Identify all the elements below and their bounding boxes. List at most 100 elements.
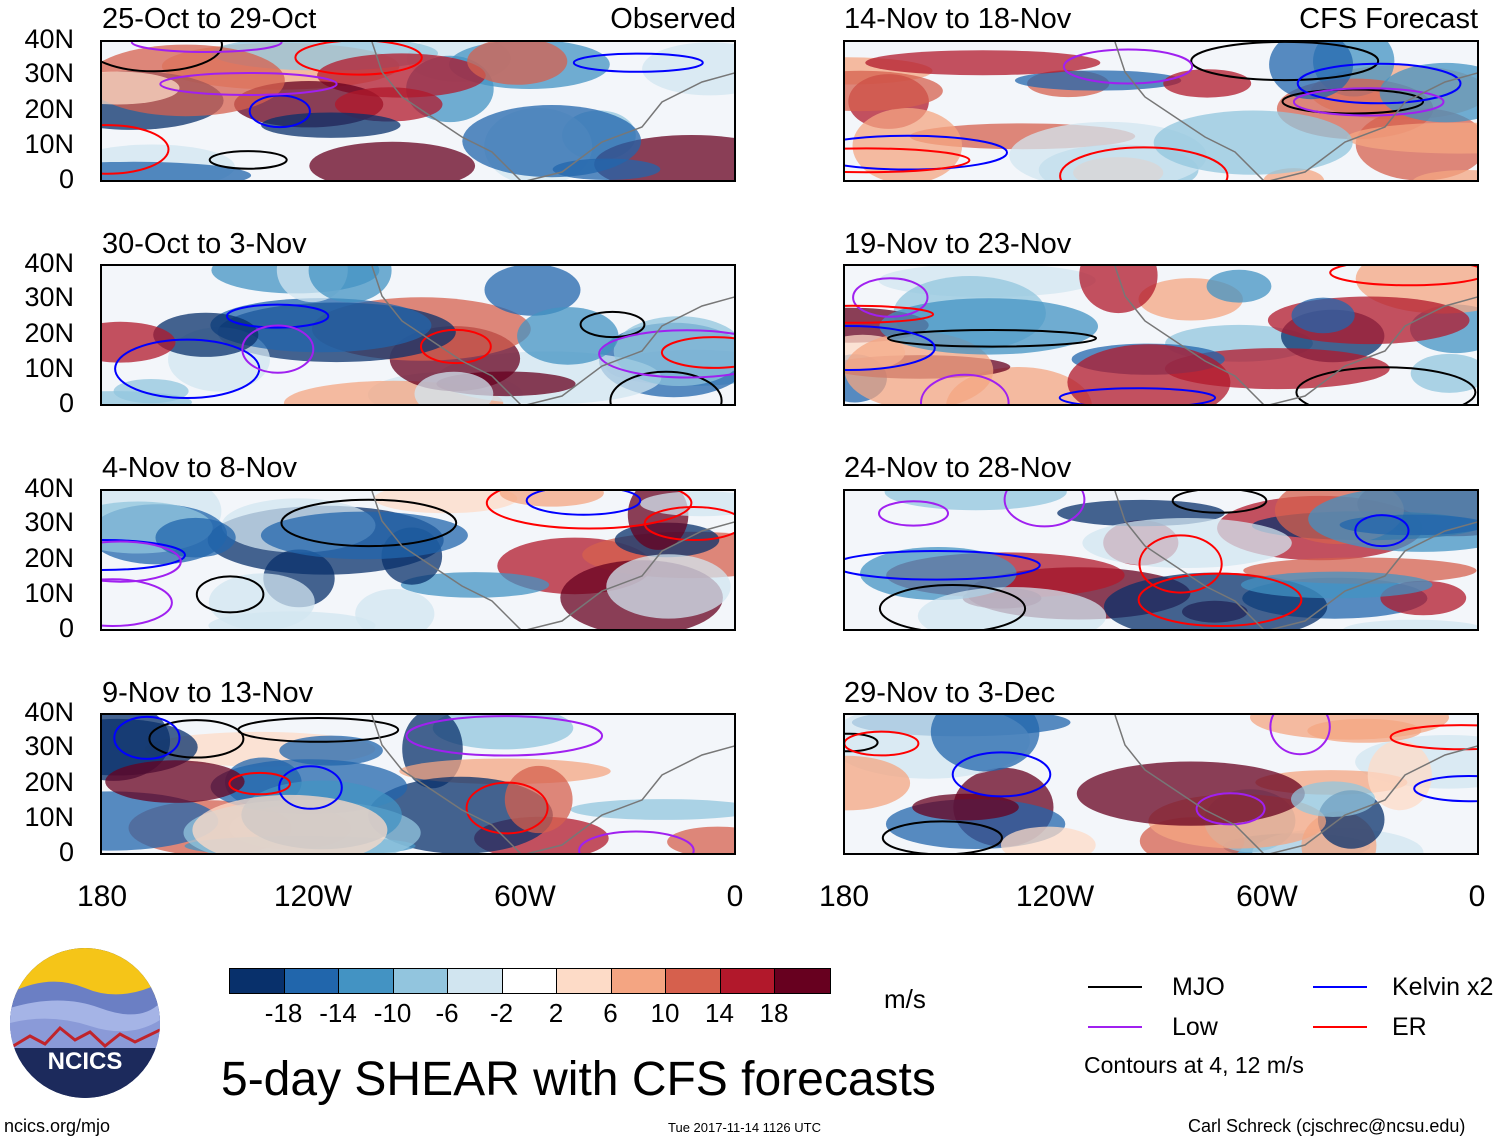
footer-timestamp: Tue 2017-11-14 1126 UTC — [668, 1120, 821, 1135]
contour-line — [195, 575, 265, 614]
shear-blob — [879, 298, 1098, 355]
coastline — [371, 491, 734, 629]
shear-blob — [1339, 514, 1477, 536]
contour-line — [1138, 534, 1223, 594]
legend-kelvin-label: Kelvin x2 — [1392, 973, 1494, 1001]
map-panel-right-1 — [843, 40, 1479, 182]
contour-line — [1190, 42, 1380, 82]
panel-title-right-1: 14-Nov to 18-Nov — [844, 3, 1072, 35]
contour-line — [102, 540, 182, 583]
legend-er-line — [1313, 1026, 1367, 1028]
shear-blob — [105, 760, 245, 803]
contour-line — [102, 42, 223, 73]
contour-line — [208, 150, 288, 170]
shear-blob — [606, 554, 731, 619]
lat-label: 20N — [24, 318, 74, 348]
shear-blob — [155, 517, 236, 558]
shear-blob — [845, 70, 943, 112]
map-panel-right-4 — [843, 713, 1479, 855]
contour-line — [1137, 572, 1303, 628]
lat-label: 0 — [58, 837, 74, 867]
lat-label: 40N — [24, 473, 74, 503]
colorbar-swatch — [720, 969, 775, 993]
contour-line — [579, 310, 646, 339]
contour-line — [887, 329, 1097, 348]
shear-blob — [865, 50, 1101, 76]
lat-label: 20N — [24, 94, 74, 124]
shear-blob — [504, 765, 573, 834]
lon-label-60w-left: 60W — [494, 880, 556, 913]
map-panel-right-3 — [843, 489, 1479, 631]
map-panel-left-1 — [100, 40, 736, 182]
contour-line — [660, 336, 734, 369]
shear-blob — [499, 491, 604, 507]
figure-title: 5-day SHEAR with CFS forecasts — [221, 1053, 936, 1106]
shear-blob — [1079, 266, 1158, 314]
coastline — [371, 715, 734, 853]
map-panel-left-2 — [100, 264, 736, 406]
shear-field — [102, 42, 734, 180]
shear-blob — [1000, 826, 1096, 853]
contour-line — [1354, 514, 1410, 548]
contour-line — [1195, 792, 1266, 826]
contour-line — [1292, 87, 1445, 117]
shear-field — [102, 491, 734, 629]
contour-line — [578, 830, 695, 853]
contour-line — [1413, 775, 1477, 803]
colorbar-tick-label: 18 — [759, 998, 789, 1028]
shear-blob — [1379, 62, 1477, 123]
shear-blob — [667, 826, 734, 853]
legend-er-label: ER — [1392, 1013, 1427, 1041]
shear-blob — [355, 589, 435, 629]
lat-label: 30N — [24, 731, 74, 761]
contour-line — [1269, 715, 1331, 756]
colorbar-swatch — [448, 969, 503, 993]
shear-blob — [1413, 170, 1477, 180]
contour-line — [130, 42, 283, 53]
shear-blob — [102, 321, 176, 363]
forecast-label: CFS Forecast — [1299, 3, 1478, 35]
colorbar-swatch — [339, 969, 394, 993]
shear-blob — [208, 573, 315, 629]
lat-label: 0 — [58, 164, 74, 194]
shear-blob — [1082, 518, 1292, 568]
shear-blob — [467, 42, 568, 85]
contour-line — [572, 52, 704, 73]
contour-line — [1296, 62, 1462, 105]
panel-title-left-1: 25-Oct to 29-Oct — [102, 3, 317, 35]
contour-line — [280, 498, 458, 548]
panel-title-right-2: 19-Nov to 23-Nov — [844, 228, 1072, 260]
lon-label-180-right: 180 — [818, 880, 870, 913]
panel-title-right-4: 29-Nov to 3-Dec — [844, 677, 1056, 709]
colorbar-swatch — [230, 969, 285, 993]
colorbar-swatch — [557, 969, 612, 993]
contour-line — [102, 124, 170, 175]
contour-line — [845, 134, 1008, 171]
contour-line — [1003, 491, 1086, 528]
shear-blob — [414, 371, 494, 404]
shear-blob — [1367, 740, 1432, 811]
contour-line — [1059, 146, 1229, 180]
colorbar-units: m/s — [884, 984, 926, 1014]
contour-line — [102, 578, 173, 627]
panel-title-left-3: 4-Nov to 8-Nov — [102, 452, 298, 484]
shear-blob — [210, 298, 432, 353]
lat-label: 10N — [24, 802, 74, 832]
map-panel-right-2 — [843, 264, 1479, 406]
shear-blob — [261, 112, 401, 138]
lon-label-0-left: 0 — [726, 880, 744, 913]
shear-blob — [1307, 718, 1422, 743]
shear-blob — [432, 715, 574, 750]
contour-line — [420, 328, 492, 365]
contours-note: Contours at 4, 12 m/s — [1084, 1052, 1304, 1078]
contour-line — [225, 303, 330, 329]
contour-line — [113, 715, 181, 760]
shear-blob — [570, 799, 734, 820]
shear-blob — [517, 307, 619, 365]
contour-line — [845, 147, 971, 174]
shear-field — [845, 42, 1477, 180]
lon-label-0-right: 0 — [1468, 880, 1486, 913]
coastline — [1114, 491, 1477, 629]
contour-line — [920, 373, 1010, 404]
shear-blob — [930, 715, 1040, 772]
